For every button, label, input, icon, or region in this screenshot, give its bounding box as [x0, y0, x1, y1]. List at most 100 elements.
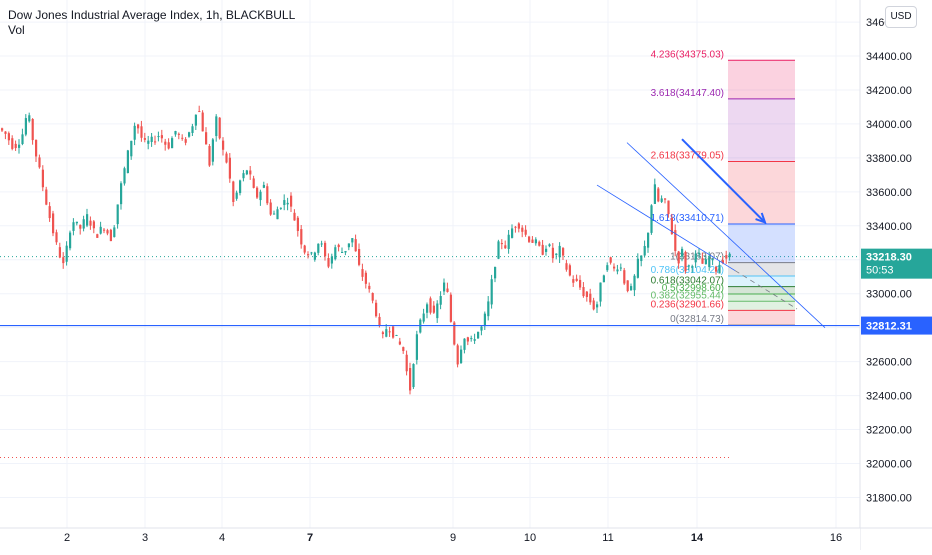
candle-body[interactable]: [585, 291, 588, 298]
candle-body[interactable]: [133, 125, 136, 140]
candle-body[interactable]: [215, 116, 218, 137]
candle-body[interactable]: [592, 300, 595, 310]
candle-body[interactable]: [273, 213, 276, 215]
candle-body[interactable]: [137, 124, 140, 129]
candle-body[interactable]: [728, 253, 731, 258]
candle-body[interactable]: [245, 170, 248, 175]
candle-body[interactable]: [633, 275, 636, 291]
candle-body[interactable]: [548, 244, 551, 247]
candle-body[interactable]: [718, 264, 721, 274]
candle-body[interactable]: [647, 232, 650, 248]
candle-body[interactable]: [307, 254, 310, 256]
candle-body[interactable]: [575, 278, 578, 281]
candle-body[interactable]: [660, 198, 663, 202]
candle-body[interactable]: [708, 256, 711, 268]
candle-body[interactable]: [290, 195, 293, 207]
candle-body[interactable]: [701, 258, 704, 264]
candle-body[interactable]: [698, 252, 701, 254]
channel-line[interactable]: [596, 184, 736, 271]
candle-body[interactable]: [167, 142, 170, 149]
candle-body[interactable]: [303, 245, 306, 253]
candle-body[interactable]: [619, 267, 622, 269]
candle-body[interactable]: [79, 224, 82, 229]
candle-body[interactable]: [398, 341, 401, 345]
candle-body[interactable]: [681, 248, 684, 257]
candle-body[interactable]: [242, 173, 245, 179]
candle-body[interactable]: [439, 296, 442, 305]
candle-body[interactable]: [589, 293, 592, 303]
candle-body[interactable]: [623, 270, 626, 284]
candle-body[interactable]: [171, 138, 174, 149]
candle-body[interactable]: [721, 260, 724, 263]
candle-body[interactable]: [531, 239, 534, 243]
candle-body[interactable]: [528, 236, 531, 242]
candle-body[interactable]: [116, 204, 119, 225]
candle-body[interactable]: [385, 329, 388, 337]
candle-body[interactable]: [14, 143, 17, 149]
candle-body[interactable]: [456, 345, 459, 365]
candle-body[interactable]: [395, 334, 398, 336]
candle-body[interactable]: [704, 259, 707, 265]
candle-body[interactable]: [174, 131, 177, 135]
candle-body[interactable]: [140, 126, 143, 138]
candle-body[interactable]: [283, 200, 286, 205]
candle-body[interactable]: [89, 220, 92, 226]
candle-body[interactable]: [711, 259, 714, 261]
candle-body[interactable]: [113, 227, 116, 237]
candle-body[interactable]: [354, 239, 357, 252]
candle-body[interactable]: [375, 302, 378, 317]
candle-body[interactable]: [109, 229, 112, 242]
candle-body[interactable]: [687, 265, 690, 267]
candle-body[interactable]: [579, 279, 582, 288]
candle-body[interactable]: [405, 354, 408, 372]
candle-body[interactable]: [191, 126, 194, 133]
candle-body[interactable]: [341, 252, 344, 254]
candle-body[interactable]: [106, 230, 109, 234]
candle-body[interactable]: [511, 228, 514, 238]
candle-body[interactable]: [344, 250, 347, 253]
candle-body[interactable]: [75, 221, 78, 224]
candle-body[interactable]: [521, 227, 524, 232]
candle-body[interactable]: [517, 223, 520, 229]
candle-body[interactable]: [31, 119, 34, 141]
candle-body[interactable]: [228, 157, 231, 179]
candle-body[interactable]: [490, 279, 493, 305]
candle-body[interactable]: [643, 245, 646, 256]
candle-body[interactable]: [55, 232, 58, 243]
candle-body[interactable]: [347, 243, 350, 248]
candle-body[interactable]: [123, 168, 126, 184]
candle-body[interactable]: [606, 265, 609, 271]
candle-body[interactable]: [157, 136, 160, 138]
candle-body[interactable]: [351, 238, 354, 243]
candle-body[interactable]: [337, 244, 340, 248]
candle-body[interactable]: [130, 140, 133, 157]
candle-body[interactable]: [35, 139, 38, 157]
candle-body[interactable]: [487, 301, 490, 317]
candle-body[interactable]: [69, 232, 72, 249]
candle-body[interactable]: [443, 282, 446, 292]
candle-body[interactable]: [201, 112, 204, 132]
candle-body[interactable]: [667, 200, 670, 215]
channel-projection-line[interactable]: [734, 270, 798, 310]
candle-body[interactable]: [320, 243, 323, 245]
candle-body[interactable]: [120, 183, 123, 205]
candle-body[interactable]: [555, 253, 558, 255]
candle-body[interactable]: [463, 338, 466, 350]
candle-body[interactable]: [21, 134, 24, 145]
last-price-badge[interactable]: [861, 248, 932, 279]
candle-body[interactable]: [449, 294, 452, 322]
candle-body[interactable]: [225, 153, 228, 163]
candle-body[interactable]: [324, 242, 327, 257]
candle-body[interactable]: [38, 157, 41, 168]
candle-body[interactable]: [269, 202, 272, 215]
candle-body[interactable]: [96, 234, 99, 238]
candle-body[interactable]: [670, 218, 673, 235]
candle-body[interactable]: [664, 198, 667, 200]
candle-body[interactable]: [653, 184, 656, 204]
candle-body[interactable]: [41, 169, 44, 188]
candle-body[interactable]: [92, 221, 95, 229]
candle-body[interactable]: [422, 313, 425, 322]
candle-body[interactable]: [378, 316, 381, 326]
candle-body[interactable]: [177, 133, 180, 135]
